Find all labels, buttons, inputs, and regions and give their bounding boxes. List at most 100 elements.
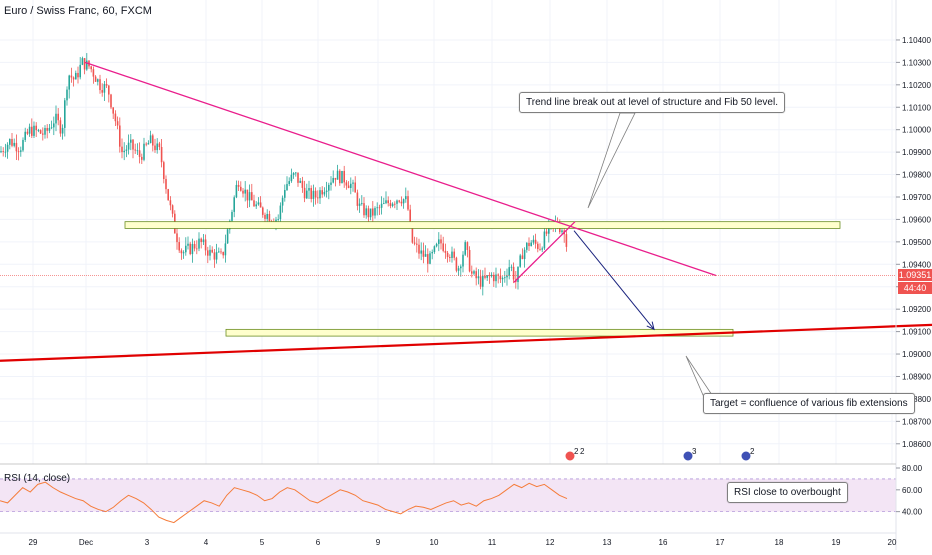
price-tick-label: 1.09200 [902,305,931,314]
candle-body [255,204,257,207]
candle-body [328,184,330,191]
candle-body [240,186,242,191]
candle-body [92,69,95,77]
candle-body [493,274,495,282]
candle-body [55,113,57,124]
candle-body [70,75,73,78]
candle-body [457,268,460,271]
candle-body [4,151,7,153]
candle-body [369,208,372,218]
candle-body [220,251,222,253]
support-line [0,323,932,362]
candle-body [185,245,187,253]
trendline-callout[interactable]: Trend line break out at level of structu… [519,92,785,113]
candle-body [473,271,475,274]
candle-body [506,275,508,278]
candle-body [308,188,310,191]
candle-body [510,266,513,268]
time-tick-label: 4 [204,538,209,547]
candle-body [268,213,271,222]
candle-body [405,196,407,200]
candle-body [158,143,161,148]
candle-body [420,250,422,254]
rsi-tick-label: 60.00 [902,486,923,495]
time-tick-label: 9 [376,538,381,547]
price-tick-label: 1.10100 [902,103,931,112]
candle-body [68,75,70,90]
candle-body [279,205,282,220]
candle-body [202,239,205,243]
candle-body [244,189,246,194]
candle-body [449,257,451,258]
time-tick-label: 10 [430,538,439,547]
candle-body [345,182,348,186]
candle-body [17,151,20,153]
candle-body [541,248,543,250]
candle-body [521,255,524,260]
candle-body [81,58,84,65]
candle-body [281,197,284,206]
candle-body [290,174,293,182]
candle-body [431,252,433,254]
candle-body [50,127,53,129]
candle-body [559,227,561,233]
candle-body [468,249,471,272]
candle-body [319,190,321,199]
candle-body [116,121,119,126]
candle-body [325,190,328,192]
time-tick-label: 16 [659,538,668,547]
candle-body [209,249,211,256]
candle-body [482,275,484,287]
candle-body [108,85,110,95]
candle-body [391,203,394,207]
candle-body [446,252,449,258]
candle-body [341,170,343,184]
event-badge-count: 2 [580,447,585,456]
zone-structure [124,221,841,229]
candle-body [147,143,150,145]
candle-body [156,143,158,151]
candle-body [39,130,42,134]
time-tick-label: 18 [775,538,784,547]
candle-body [402,199,405,204]
candle-body [277,219,279,220]
event-badge-count: 3 [692,447,697,456]
candle-body [165,179,167,190]
candle-body [86,60,88,70]
price-tick-label: 1.09800 [902,171,931,180]
candle-body [57,113,59,121]
price-tick-label: 1.10300 [902,58,931,67]
time-tick-label: 3 [145,538,150,547]
candle-body [196,248,198,250]
candle-body [365,208,367,216]
candle-body [226,229,229,244]
candle-body [409,209,411,222]
candle-body [15,142,18,152]
candle-body [440,239,442,244]
time-tick-label: 13 [603,538,612,547]
candle-body [484,275,486,278]
candle-body [182,252,185,254]
candle-body [72,77,75,80]
candle-body [350,183,352,188]
candle-body [0,151,2,153]
candle-body [152,135,154,146]
candle-body [336,170,339,180]
candle-body [475,271,477,279]
candle-body [143,143,145,160]
candle-body [394,203,396,205]
candle-body [451,251,453,258]
candle-body [235,184,238,198]
candle-body [411,221,414,243]
candle-body [178,242,180,251]
candle-body [94,76,97,82]
rsi-callout[interactable]: RSI close to overbought [727,482,848,503]
candles [0,53,568,296]
candle-body [539,248,541,250]
candle-body [416,243,418,245]
time-tick-label: 11 [488,538,497,547]
target-callout[interactable]: Target = confluence of various fib exten… [703,393,915,414]
candle-body [237,184,240,187]
